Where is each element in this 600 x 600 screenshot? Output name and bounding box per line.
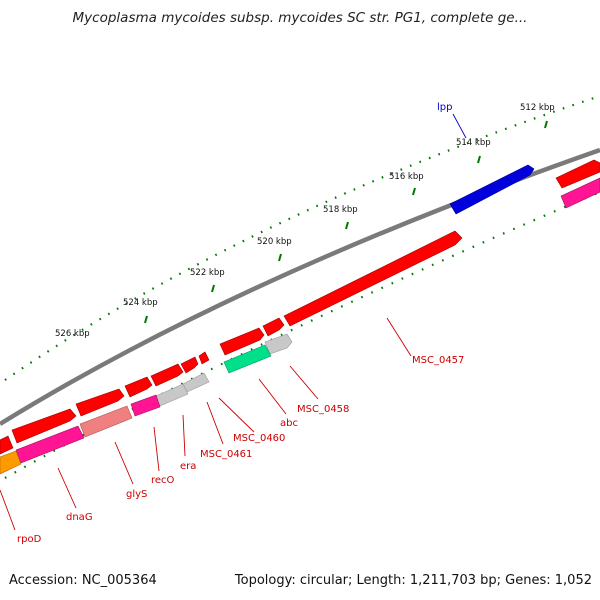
gene-label-msc0458: MSC_0458	[297, 404, 349, 415]
gene-lpp[interactable]	[449, 164, 535, 215]
gene-label-rpod: rpoD	[17, 534, 42, 545]
tick-label-520: 520 kbp	[257, 237, 292, 247]
gene-forward-8[interactable]	[124, 376, 153, 398]
gene-label-glys: glyS	[126, 489, 147, 500]
tick-label-516: 516 kbp	[389, 172, 424, 182]
tick-label-522: 522 kbp	[190, 268, 225, 278]
gene-msc0458[interactable]	[264, 333, 293, 355]
gene-label-msc0457: MSC_0457	[412, 355, 464, 366]
gene-label-lpp: lpp	[437, 102, 452, 113]
gene-label-era: era	[180, 461, 196, 472]
gene-forward-9[interactable]	[75, 388, 125, 417]
accession-text: Accession: NC_005364	[9, 573, 157, 588]
gene-forward-right-1[interactable]	[555, 159, 600, 189]
gene-era[interactable]	[130, 394, 161, 417]
tick-label-524: 524 kbp	[123, 298, 158, 308]
tick-label-518: 518 kbp	[323, 205, 358, 215]
gene-forward-4[interactable]	[219, 327, 265, 356]
gene-label-msc0460: MSC_0460	[233, 433, 285, 444]
gene-rpoD[interactable]	[0, 450, 22, 475]
genome-backbone	[0, 147, 600, 426]
gene-label-dnag: dnaG	[66, 512, 93, 523]
gene-label-abc: abc	[280, 418, 298, 429]
inner-tick-track	[4, 190, 600, 479]
map-title: Mycoplasma mycoides subsp. mycoides SC s…	[72, 10, 528, 26]
gene-magenta-right[interactable]	[560, 177, 600, 209]
gene-msc0460[interactable]	[182, 372, 210, 393]
gene-msc0461[interactable]	[155, 383, 189, 407]
lower-row-genes	[0, 177, 600, 475]
gene-forward-7[interactable]	[150, 363, 184, 387]
topology-summary: Topology: circular; Length: 1,211,703 bp…	[234, 573, 592, 588]
tick-label-526: 526 kbp	[55, 329, 90, 339]
outer-tick-track	[4, 94, 600, 381]
gene-dnaG[interactable]	[15, 425, 85, 464]
gene-forward-10[interactable]	[11, 408, 77, 444]
gene-forward-5[interactable]	[198, 351, 210, 365]
gene-msc0457[interactable]	[283, 230, 463, 327]
gene-forward-11[interactable]	[0, 435, 14, 455]
tick-label-514: 514 kbp	[456, 138, 491, 148]
tick-label-512: 512 kbp	[520, 103, 555, 113]
gene-label-msc0461: MSC_0461	[200, 449, 252, 460]
gene-recO-glyS[interactable]	[79, 405, 133, 438]
forward-strand-genes	[0, 159, 600, 455]
gene-label-reco: recO	[151, 475, 175, 486]
gene-forward-3[interactable]	[262, 317, 285, 337]
gene-abc[interactable]	[223, 344, 272, 374]
gene-forward-6[interactable]	[180, 356, 199, 374]
label-leader-lines	[0, 113, 467, 531]
